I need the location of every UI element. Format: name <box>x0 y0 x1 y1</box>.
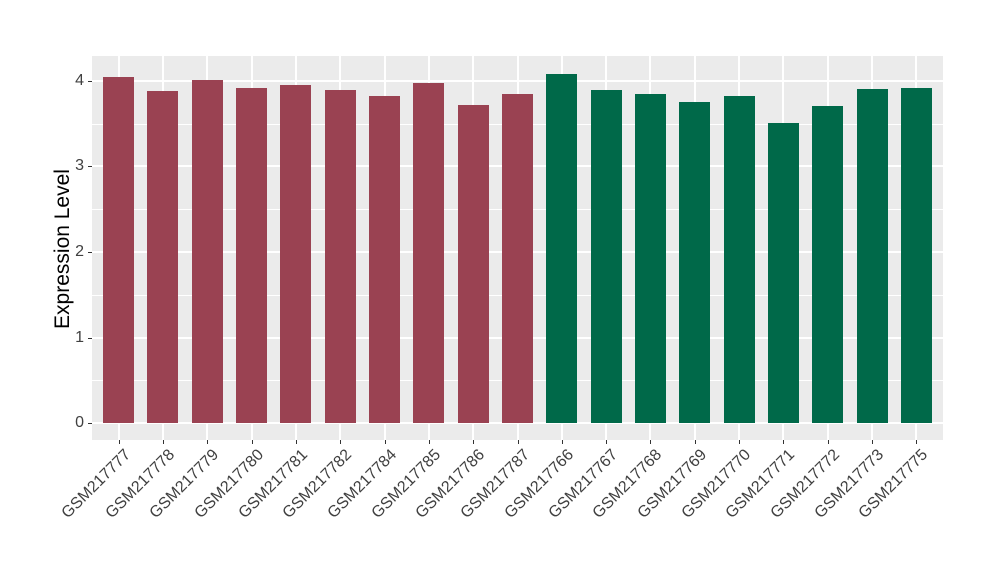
bar-GSM217766 <box>546 74 577 423</box>
bar-GSM217771 <box>768 123 799 423</box>
x-tick-mark <box>119 440 120 444</box>
bar-GSM217767 <box>591 90 622 423</box>
bar-GSM217784 <box>369 96 400 423</box>
bar-GSM217785 <box>413 83 444 423</box>
x-tick-mark <box>473 440 474 444</box>
bar-GSM217777 <box>103 77 134 423</box>
bar-GSM217779 <box>192 80 223 423</box>
bar-GSM217787 <box>502 94 533 423</box>
h-gridline-major <box>92 422 943 424</box>
x-tick-mark <box>207 440 208 444</box>
x-tick-mark <box>518 440 519 444</box>
x-tick-mark <box>650 440 651 444</box>
bar-GSM217786 <box>458 105 489 423</box>
x-tick-mark <box>695 440 696 444</box>
x-tick-mark <box>163 440 164 444</box>
bar-GSM217769 <box>679 102 710 423</box>
y-tick-label: 4 <box>75 72 84 89</box>
x-tick-mark <box>606 440 607 444</box>
x-tick-mark <box>739 440 740 444</box>
x-tick-mark <box>296 440 297 444</box>
y-tick-mark <box>88 252 92 253</box>
x-tick-mark <box>562 440 563 444</box>
x-tick-mark <box>783 440 784 444</box>
y-tick-mark <box>88 338 92 339</box>
y-tick-label: 2 <box>75 243 84 260</box>
x-tick-mark <box>385 440 386 444</box>
x-tick-mark <box>872 440 873 444</box>
bar-GSM217773 <box>857 89 888 423</box>
y-tick-label: 3 <box>75 157 84 174</box>
x-tick-mark <box>429 440 430 444</box>
bar-GSM217772 <box>812 106 843 423</box>
y-tick-mark <box>88 166 92 167</box>
plot-panel <box>92 56 943 440</box>
bar-GSM217775 <box>901 88 932 423</box>
x-tick-mark <box>828 440 829 444</box>
bar-GSM217770 <box>724 96 755 423</box>
bar-GSM217781 <box>280 85 311 423</box>
x-tick-mark <box>252 440 253 444</box>
y-tick-mark <box>88 81 92 82</box>
bar-GSM217768 <box>635 94 666 423</box>
h-gridline-major <box>92 80 943 82</box>
y-tick-mark <box>88 423 92 424</box>
y-tick-label: 1 <box>75 329 84 346</box>
bar-GSM217780 <box>236 88 267 423</box>
x-tick-mark <box>340 440 341 444</box>
bar-GSM217778 <box>147 91 178 423</box>
bar-GSM217782 <box>325 90 356 423</box>
x-tick-mark <box>916 440 917 444</box>
y-tick-label: 0 <box>75 414 84 431</box>
